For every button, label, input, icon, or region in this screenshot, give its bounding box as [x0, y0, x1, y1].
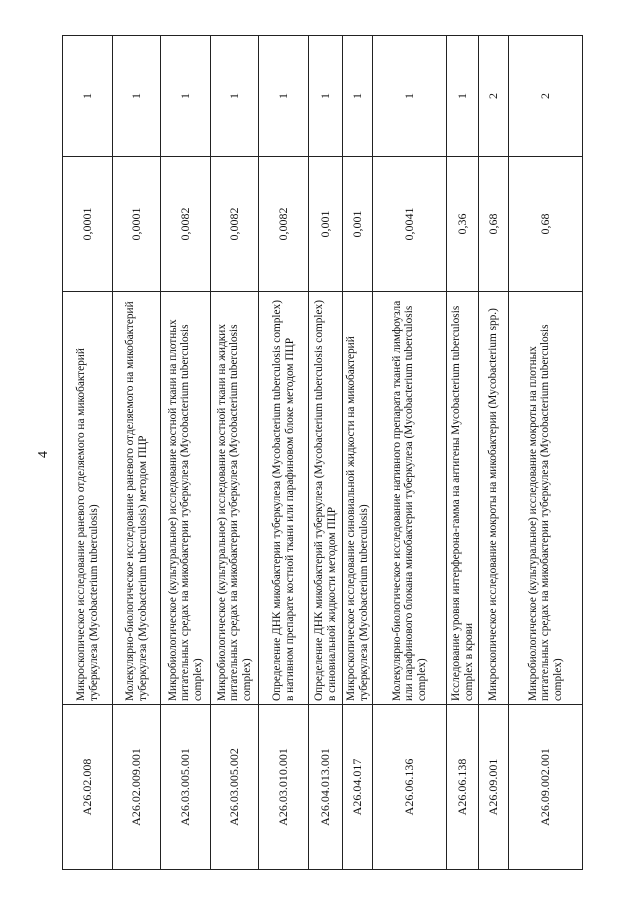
- description-cell: Молекулярно-биологическое исследование н…: [372, 291, 447, 705]
- services-table: А26.02.008 Микроскопическое исследование …: [62, 35, 583, 870]
- value-cell: 0,36: [446, 156, 479, 292]
- code-cell: А26.03.010.001: [258, 704, 309, 870]
- value-cell: 0,68: [508, 156, 583, 292]
- code-cell: А26.06.136: [372, 704, 447, 870]
- count-cell: 1: [210, 35, 259, 157]
- code-cell: А26.03.005.001: [160, 704, 211, 870]
- code-cell: А26.06.138: [446, 704, 479, 870]
- rotated-page: 4 А26.02.008 Микроскопическое исследовани…: [36, 35, 592, 870]
- code-cell: А26.03.005.002: [210, 704, 259, 870]
- table-row: А26.02.009.001 Молекулярно-биологическое …: [112, 35, 161, 870]
- value-cell: 0,68: [478, 156, 509, 292]
- count-cell: 1: [62, 35, 113, 157]
- description-cell: Микроскопическое исследование синовиальн…: [342, 291, 373, 705]
- count-cell: 1: [342, 35, 373, 157]
- description-cell: Определение ДНК микобактерии туберкулеза…: [258, 291, 309, 705]
- count-cell: 2: [508, 35, 583, 157]
- count-cell: 1: [160, 35, 211, 157]
- code-cell: А26.04.013.001: [308, 704, 343, 870]
- code-cell: А26.02.008: [62, 704, 113, 870]
- description-cell: Микробиологическое (культуральное) иссле…: [210, 291, 259, 705]
- count-cell: 1: [258, 35, 309, 157]
- description-cell: Микроскопическое исследование мокроты на…: [478, 291, 509, 705]
- value-cell: 0,0001: [112, 156, 161, 292]
- value-cell: 0,001: [308, 156, 343, 292]
- table-row: А26.09.002.001 Микробиологическое (культу…: [508, 35, 583, 870]
- description-cell: Микробиологическое (культуральное) иссле…: [160, 291, 211, 705]
- code-cell: А26.09.002.001: [508, 704, 583, 870]
- description-cell: Определение ДНК микобактерий туберкулеза…: [308, 291, 343, 705]
- value-cell: 0,0041: [372, 156, 447, 292]
- table-row: А26.04.013.001 Определение ДНК микобактер…: [308, 35, 343, 870]
- table-row: А26.04.017 Микроскопическое исследование …: [342, 35, 373, 870]
- description-cell: Молекулярно-биологическое исследование р…: [112, 291, 161, 705]
- table-row: А26.09.001 Микроскопическое исследование …: [478, 35, 509, 870]
- code-cell: А26.04.017: [342, 704, 373, 870]
- code-cell: А26.09.001: [478, 704, 509, 870]
- table-row: А26.06.138 Исследование уровня интерферон…: [446, 35, 479, 870]
- description-cell: Микробиологическое (культуральное) иссле…: [508, 291, 583, 705]
- table-row: А26.03.005.002 Микробиологическое (культу…: [210, 35, 259, 870]
- code-cell: А26.02.009.001: [112, 704, 161, 870]
- value-cell: 0,0082: [160, 156, 211, 292]
- table-row: А26.06.136 Молекулярно-биологическое иссл…: [372, 35, 447, 870]
- value-cell: 0,0001: [62, 156, 113, 292]
- count-cell: 2: [478, 35, 509, 157]
- count-cell: 1: [372, 35, 447, 157]
- count-cell: 1: [308, 35, 343, 157]
- value-cell: 0,0082: [210, 156, 259, 292]
- value-cell: 0,0082: [258, 156, 309, 292]
- table-row: А26.02.008 Микроскопическое исследование …: [62, 35, 113, 870]
- page-number: 4: [36, 451, 51, 458]
- count-cell: 1: [112, 35, 161, 157]
- description-cell: Микроскопическое исследование раневого о…: [62, 291, 113, 705]
- description-cell: Исследование уровня интерферона-гамма на…: [446, 291, 479, 705]
- count-cell: 1: [446, 35, 479, 157]
- table-row: А26.03.005.001 Микробиологическое (культу…: [160, 35, 211, 870]
- table-row: А26.03.010.001 Определение ДНК микобактер…: [258, 35, 309, 870]
- value-cell: 0,001: [342, 156, 373, 292]
